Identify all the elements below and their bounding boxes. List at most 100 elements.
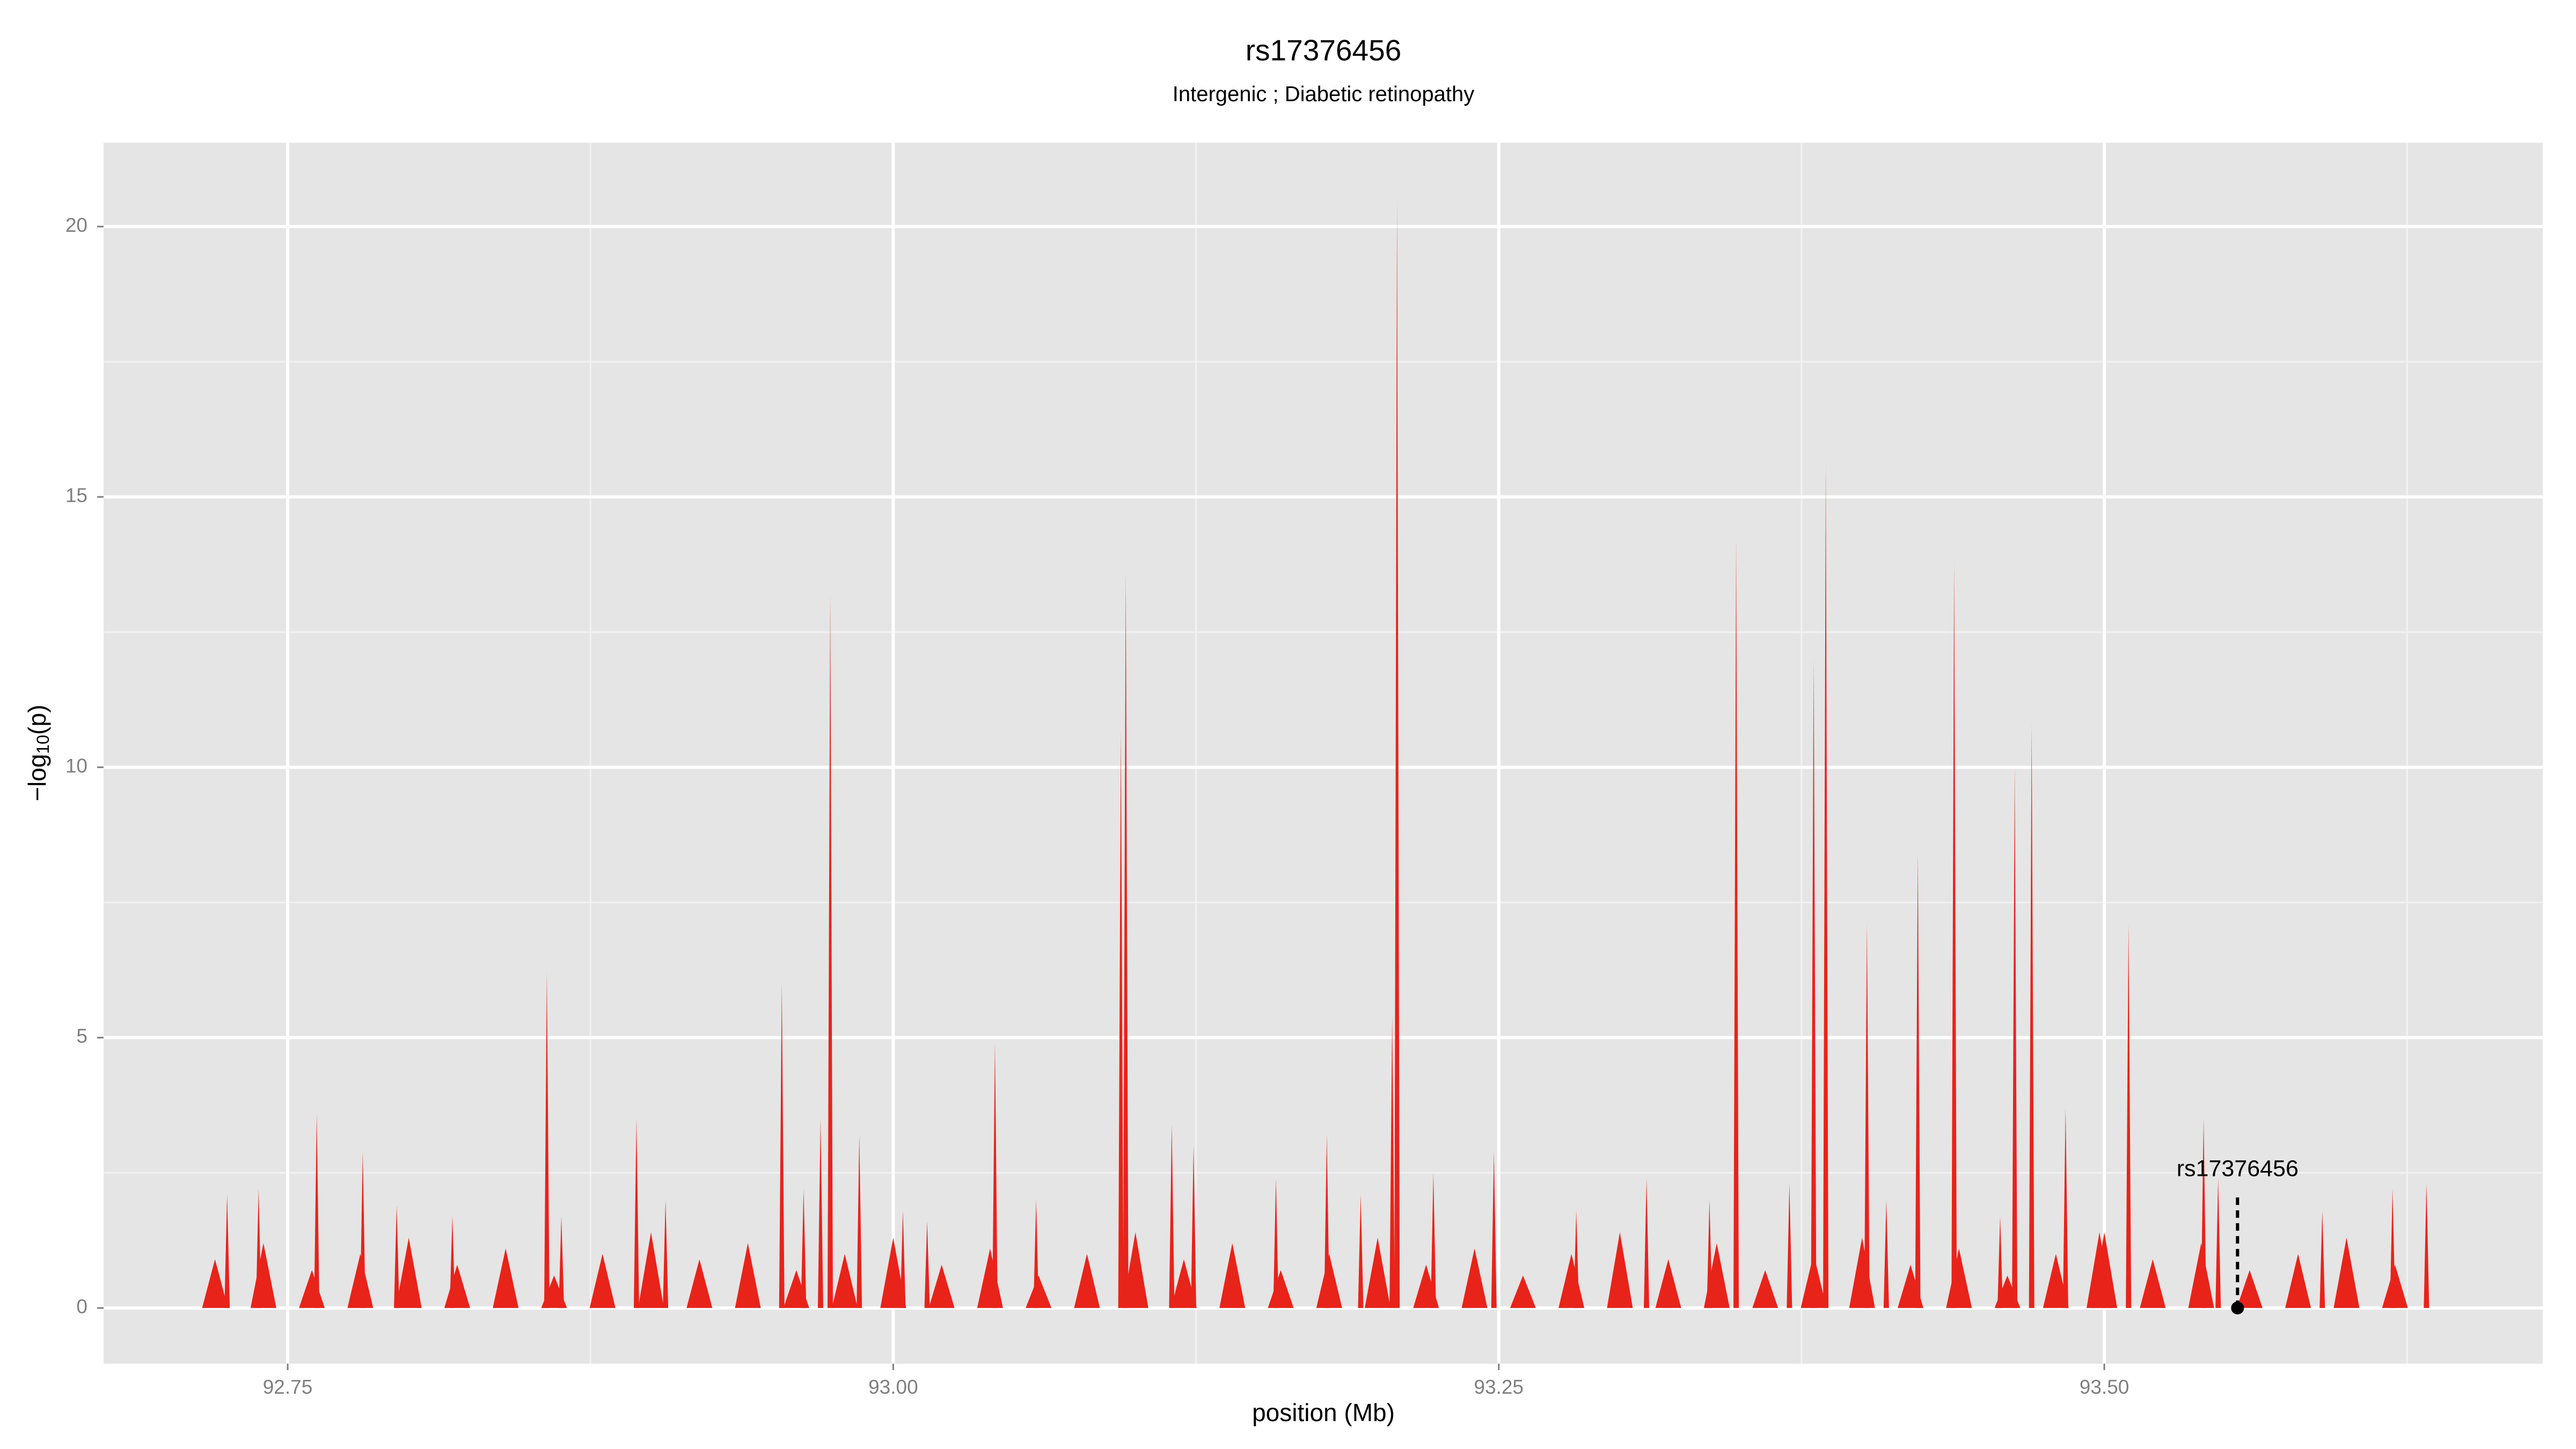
spike — [928, 1264, 955, 1308]
spike — [783, 1270, 809, 1308]
y-title-sub: 10 — [33, 735, 53, 754]
spike — [801, 1189, 807, 1308]
y-tick-label: 15 — [65, 485, 87, 507]
x-tick-label: 93.25 — [1474, 1376, 1524, 1398]
spike — [1915, 853, 1921, 1308]
spike — [1413, 1264, 1439, 1308]
spike — [1365, 1238, 1391, 1308]
x-axis-title: position (Mb) — [1252, 1399, 1395, 1426]
spike — [541, 1275, 567, 1308]
y-title-part: −log — [23, 754, 51, 801]
spike — [2091, 1232, 2118, 1308]
spike — [1122, 1232, 1148, 1308]
spike — [1170, 1259, 1197, 1308]
spike — [394, 1205, 400, 1308]
spike — [1074, 1254, 1100, 1308]
spike — [1510, 1275, 1536, 1308]
spike — [202, 1259, 228, 1308]
spike — [1316, 1254, 1342, 1308]
spike — [638, 1232, 664, 1308]
spike — [1703, 1243, 1730, 1308]
spike — [1123, 572, 1129, 1308]
spike — [1118, 729, 1124, 1308]
spike — [1461, 1248, 1488, 1308]
spike — [2140, 1259, 2166, 1308]
spike — [1219, 1243, 1246, 1308]
spike — [224, 1194, 230, 1308]
spike — [1655, 1259, 1681, 1308]
spike — [444, 1264, 470, 1308]
spike — [779, 983, 785, 1308]
spike — [2236, 1270, 2263, 1308]
spike — [1864, 924, 1870, 1308]
spike — [2319, 1210, 2325, 1308]
spike — [1191, 1145, 1197, 1308]
spike — [2188, 1243, 2214, 1308]
spike — [633, 1118, 639, 1308]
spike — [832, 1254, 858, 1308]
spike — [1752, 1270, 1779, 1308]
spike — [250, 1243, 276, 1308]
spike — [1811, 659, 1817, 1308]
spike — [2333, 1238, 2360, 1308]
spike — [493, 1248, 519, 1308]
spike — [1273, 1178, 1279, 1308]
spike — [735, 1243, 761, 1308]
y-tick-label: 20 — [65, 214, 87, 236]
y-tick-label: 10 — [65, 755, 87, 777]
spike — [1607, 1232, 1633, 1308]
spike — [992, 1043, 998, 1308]
spike — [396, 1238, 422, 1308]
spike — [1946, 1248, 1972, 1308]
spike — [314, 1113, 320, 1308]
spike — [1644, 1178, 1650, 1308]
spike — [857, 1135, 862, 1308]
spike — [1898, 1264, 1924, 1308]
spike — [1951, 561, 1957, 1308]
spike — [663, 1199, 669, 1308]
spike — [1849, 1238, 1875, 1308]
spike — [2382, 1264, 2408, 1308]
spike — [1389, 1016, 1395, 1308]
spike — [1358, 1194, 1364, 1308]
x-tick-label: 92.75 — [263, 1376, 313, 1398]
spike — [1801, 1254, 1827, 1308]
spike — [1169, 1124, 1175, 1308]
spike — [589, 1254, 616, 1308]
spike — [1733, 540, 1739, 1308]
spike — [1026, 1275, 1052, 1308]
y-tick-label: 0 — [76, 1296, 87, 1318]
spike — [2215, 1178, 2221, 1308]
spike — [1394, 199, 1400, 1308]
y-tick-label: 5 — [76, 1025, 87, 1047]
spike — [880, 1238, 906, 1308]
spike — [1997, 1216, 2003, 1308]
spike — [1787, 1183, 1792, 1308]
plot-panel — [104, 143, 2543, 1364]
spike — [2029, 724, 2035, 1308]
spike — [299, 1270, 325, 1308]
annotation-point — [2231, 1301, 2244, 1315]
spike — [544, 972, 550, 1308]
spike — [2062, 1108, 2068, 1308]
y-axis-title: −log10(p) — [23, 705, 53, 801]
spike — [347, 1254, 374, 1308]
annotation-label: rs17376456 — [2177, 1156, 2299, 1182]
y-title-part: (p) — [23, 705, 51, 735]
spike — [977, 1248, 1003, 1308]
spike — [817, 1118, 823, 1308]
spike — [1994, 1275, 2021, 1308]
spike — [2285, 1254, 2311, 1308]
chart-subtitle: Intergenic ; Diabetic retinopathy — [1173, 83, 1475, 106]
x-tick-label: 93.00 — [868, 1376, 918, 1398]
spike — [1883, 1199, 1889, 1308]
spike — [2126, 924, 2132, 1308]
spike — [924, 1221, 930, 1308]
spike — [2424, 1183, 2429, 1308]
spike — [559, 1216, 565, 1308]
x-tick-label: 93.50 — [2080, 1376, 2129, 1398]
spike — [2043, 1254, 2069, 1308]
spike — [1823, 464, 1829, 1308]
